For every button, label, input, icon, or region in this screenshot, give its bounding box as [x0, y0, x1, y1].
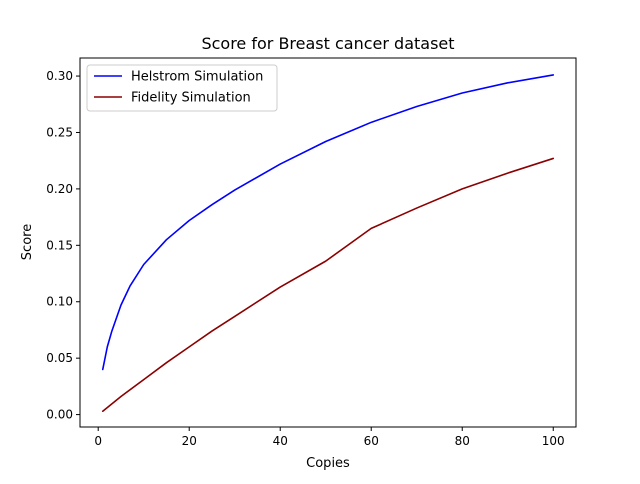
y-tick-label: 0.15: [46, 238, 73, 252]
y-tick-label: 0.10: [46, 295, 73, 309]
x-tick-label: 100: [542, 434, 565, 448]
x-tick-label: 0: [94, 434, 102, 448]
y-axis-label: Score: [20, 224, 35, 260]
series-line-1: [101, 157, 555, 413]
x-tick-label: 80: [455, 434, 470, 448]
y-tick-label: 0.25: [46, 125, 73, 139]
series-line-0: [101, 74, 555, 371]
legend-box: [86, 64, 278, 112]
legend: Helstrom Simulation Fidelity Simulation: [86, 64, 278, 112]
y-tick-label: 0.00: [46, 408, 73, 422]
y-tick-label: 0.05: [46, 351, 73, 365]
y-tick-label: 0.30: [46, 69, 73, 83]
x-axis-label: Copies: [306, 456, 350, 471]
x-axis: 0 20 40 60 80 100: [94, 427, 565, 448]
legend-label: Fidelity Simulation: [131, 91, 251, 106]
x-tick-label: 60: [364, 434, 379, 448]
axes-frame: [79, 57, 577, 428]
x-tick-label: 40: [273, 434, 288, 448]
y-axis: 0.00 0.05 0.10 0.15 0.20 0.25 0.30: [46, 69, 80, 422]
x-tick-label: 20: [182, 434, 197, 448]
y-tick-label: 0.20: [46, 182, 73, 196]
plot-area: [101, 74, 555, 413]
legend-label: Helstrom Simulation: [131, 70, 263, 85]
chart-title: Score for Breast cancer dataset: [201, 34, 454, 53]
